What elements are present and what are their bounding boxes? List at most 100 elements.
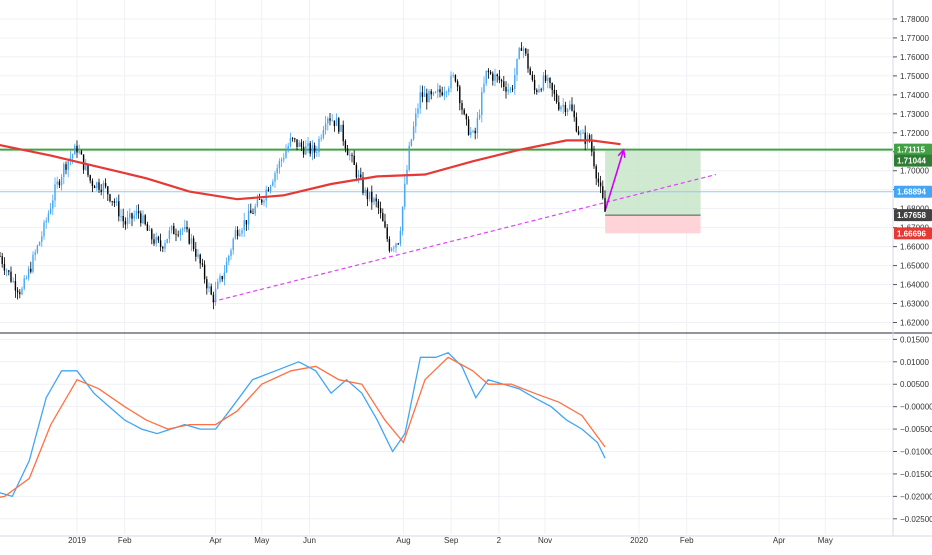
candle-body: [184, 226, 186, 230]
indicator-tick-label: −0.00500: [900, 425, 932, 434]
candle-body: [591, 140, 593, 152]
candle-body: [93, 186, 96, 189]
candle-body: [192, 238, 195, 249]
candle-body: [366, 189, 369, 200]
candle-body: [461, 103, 463, 110]
candle-body: [371, 191, 373, 203]
candle-body: [316, 152, 318, 153]
candle-body: [162, 247, 164, 249]
candle-body: [547, 78, 549, 81]
candle-body: [87, 165, 89, 176]
time-tick-label: 2019: [68, 536, 86, 545]
candle-body: [219, 276, 221, 282]
candle-body: [289, 137, 292, 146]
candle-body: [8, 270, 10, 272]
candle-body: [555, 93, 558, 103]
candle-body: [102, 183, 105, 192]
candle-body: [428, 91, 430, 103]
candle-body: [342, 124, 344, 142]
candle-body: [1, 256, 3, 264]
candle-body: [16, 290, 19, 293]
price-tick-label: 1.77000: [900, 34, 929, 43]
candle-body: [146, 224, 149, 231]
candle-body: [111, 201, 113, 202]
time-tick-label: Nov: [538, 536, 552, 545]
candle-body: [463, 109, 465, 115]
candle-body: [445, 92, 448, 93]
candle-body: [582, 132, 584, 134]
candle-body: [100, 189, 102, 192]
candle-body: [10, 271, 12, 282]
candle-body: [417, 108, 419, 114]
candle-body: [212, 294, 215, 303]
profit-zone: [605, 150, 701, 216]
candle-body: [467, 119, 470, 135]
candle-body: [58, 181, 61, 186]
candle-body: [421, 92, 424, 97]
signal-line[interactable]: [0, 356, 606, 501]
price-label-text: 1.71044: [897, 157, 926, 166]
support-trendline[interactable]: [212, 173, 717, 303]
candle-body: [181, 229, 184, 231]
price-label-text: 1.66696: [897, 229, 926, 238]
candle-body: [478, 114, 481, 119]
price-label: 1.68894: [894, 185, 932, 198]
candle-body: [239, 233, 241, 236]
candle-body: [507, 89, 509, 92]
time-tick-label: Sep: [444, 536, 459, 545]
candle-body: [267, 189, 270, 192]
candle-body: [300, 142, 303, 147]
candle-body: [324, 123, 327, 130]
candle-body: [278, 161, 281, 169]
price-label: 1.71044: [894, 154, 932, 167]
candle-body: [452, 75, 454, 76]
ema-line[interactable]: [0, 137, 621, 201]
candle-body: [305, 146, 307, 155]
time-tick-label: 2020: [630, 536, 648, 545]
candle-body: [140, 213, 142, 224]
candle-body: [353, 155, 355, 165]
candle-body: [474, 130, 476, 134]
candle-body: [544, 75, 547, 81]
candle-body: [566, 109, 569, 113]
candle-body: [522, 48, 525, 51]
candle-body: [45, 220, 47, 223]
candle-body: [393, 247, 395, 249]
candle-body: [164, 243, 166, 249]
candle-body: [434, 91, 437, 93]
candle-body: [115, 201, 118, 203]
candle-body: [280, 159, 283, 162]
candle-body: [382, 212, 384, 222]
candle-body: [258, 199, 261, 200]
candle-body: [483, 83, 485, 93]
candle-body: [525, 48, 527, 54]
candle-body: [379, 207, 382, 213]
candle-body: [573, 110, 575, 118]
candle-body: [291, 137, 294, 139]
candle-body: [133, 215, 135, 219]
candle-body: [602, 186, 604, 198]
candle-body: [0, 256, 1, 257]
price-label-text: 1.71115: [897, 146, 926, 155]
candle-body: [148, 229, 151, 231]
candle-body: [98, 182, 100, 190]
forecast-arrow[interactable]: [604, 149, 625, 211]
indicator-tick-label: 0.01000: [900, 358, 929, 367]
candle-body: [12, 281, 14, 282]
candle-body: [327, 118, 329, 124]
candle-body: [481, 92, 483, 115]
candle-body: [362, 177, 364, 194]
price-label-box: [894, 209, 932, 222]
candle-body: [538, 89, 540, 92]
candle-body: [159, 240, 162, 248]
candle-body: [344, 141, 347, 149]
candle-body: [155, 237, 157, 244]
candle-body: [175, 234, 177, 235]
candle-body: [364, 189, 366, 194]
candle-body: [274, 173, 276, 182]
time-tick-label: Apr: [773, 536, 786, 545]
candle-body: [307, 143, 309, 147]
candle-body: [34, 252, 36, 255]
